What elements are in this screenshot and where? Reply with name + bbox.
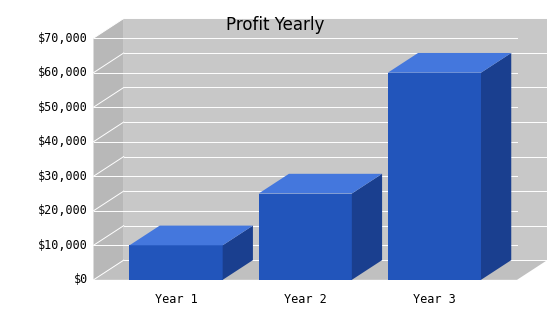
Polygon shape <box>94 18 124 280</box>
Text: Year 2: Year 2 <box>284 293 327 306</box>
Polygon shape <box>258 194 352 280</box>
Text: Year 3: Year 3 <box>413 293 456 306</box>
Text: Year 1: Year 1 <box>155 293 197 306</box>
Polygon shape <box>129 225 253 245</box>
Polygon shape <box>388 73 481 280</box>
Text: $70,000: $70,000 <box>38 32 88 45</box>
Polygon shape <box>258 174 382 194</box>
Text: $30,000: $30,000 <box>38 170 88 183</box>
Polygon shape <box>223 225 253 280</box>
Polygon shape <box>352 174 382 280</box>
Text: Profit Yearly: Profit Yearly <box>226 16 324 34</box>
Polygon shape <box>481 53 512 280</box>
Text: $0: $0 <box>74 273 88 286</box>
Polygon shape <box>94 260 547 280</box>
Text: $50,000: $50,000 <box>38 101 88 114</box>
Polygon shape <box>124 18 547 260</box>
Text: $10,000: $10,000 <box>38 239 88 252</box>
Text: $60,000: $60,000 <box>38 66 88 79</box>
Polygon shape <box>129 245 223 280</box>
Text: $40,000: $40,000 <box>38 135 88 148</box>
Text: $20,000: $20,000 <box>38 204 88 217</box>
Polygon shape <box>388 53 512 73</box>
